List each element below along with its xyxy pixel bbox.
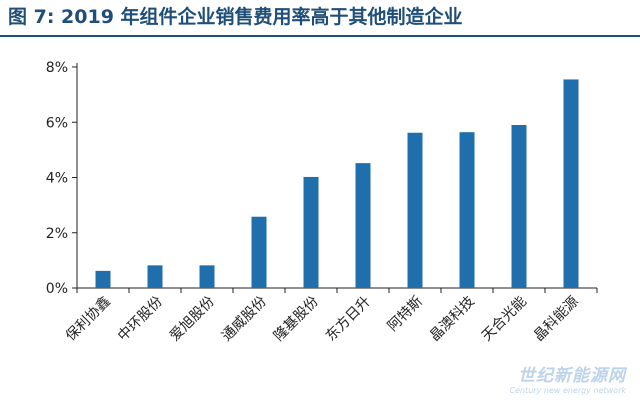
chart-title: 图 7: 2019 年组件企业销售费用率高于其他制造企业 (8, 6, 463, 28)
x-tick-label: 中环股份 (115, 294, 166, 345)
bar (563, 79, 579, 289)
bar (459, 132, 475, 288)
y-tick-label: 2% (46, 226, 68, 242)
bar (303, 176, 319, 288)
bar (147, 265, 163, 288)
watermark-subtext: Century new energy network (509, 386, 626, 395)
x-tick-label: 晶澳科技 (427, 294, 478, 345)
y-tick-label: 4% (46, 171, 68, 187)
title-divider (0, 35, 640, 37)
y-tick-label: 8% (46, 60, 68, 76)
x-tick-label: 晶科能源 (531, 294, 582, 345)
bar (199, 265, 215, 288)
bar (251, 216, 267, 288)
x-tick-label: 通威股份 (219, 294, 270, 345)
y-tick-label: 6% (46, 115, 68, 131)
x-tick-label: 保利协鑫 (62, 293, 114, 345)
y-tick-label: 0% (46, 281, 68, 297)
x-tick-label: 爱旭股份 (167, 294, 218, 345)
bar (95, 270, 111, 288)
x-tick-label: 东方日升 (323, 294, 374, 345)
watermark: 世纪新能源网 Century new energy network (510, 361, 626, 395)
x-tick-label: 天合光能 (479, 294, 530, 345)
bar (355, 163, 371, 288)
watermark-text: 世纪新能源网 (518, 366, 626, 386)
bar (407, 132, 423, 288)
bar (511, 125, 527, 288)
x-tick-label: 隆基股份 (270, 293, 322, 345)
x-tick-label: 阿特斯 (385, 294, 426, 335)
